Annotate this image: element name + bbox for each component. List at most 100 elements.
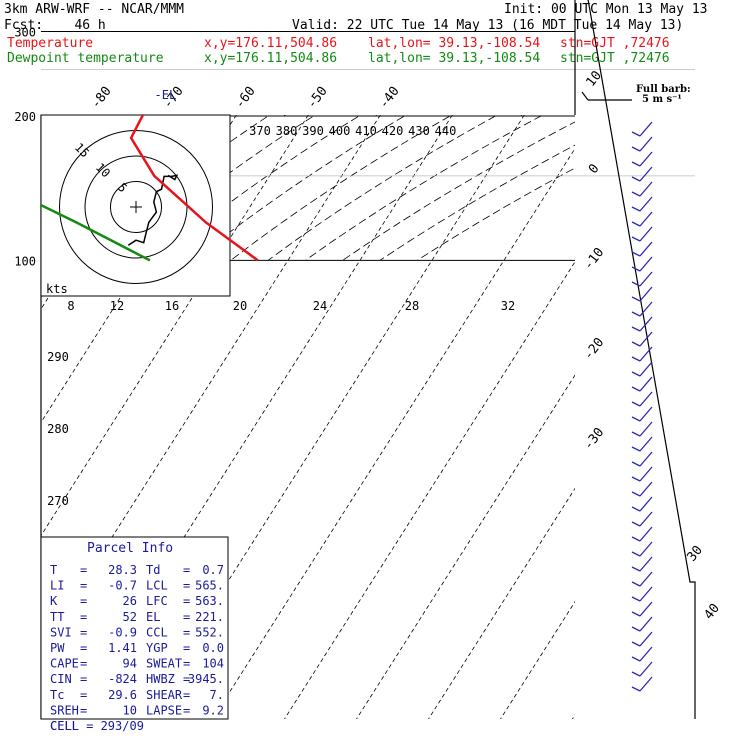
wind-barb-flag — [631, 476, 641, 482]
wind-barb-flag — [631, 191, 641, 197]
parcel-eq-2: = — [183, 610, 190, 624]
wind-barb — [639, 556, 653, 572]
moist-adiabat-line — [521, 115, 523, 117]
theta-left-label: 270 — [47, 494, 69, 508]
wind-barb — [639, 631, 653, 647]
wind-barb — [639, 361, 653, 377]
parcel-label-2: EL — [146, 610, 160, 624]
hodograph-tick-label: 20 — [233, 299, 247, 313]
barb-scale-flag — [581, 91, 589, 101]
isotherm-line — [0, 115, 20, 719]
temperature-latlon: lat,lon= 39.13,-108.54 — [368, 36, 541, 51]
parcel-eq-2: = — [183, 641, 190, 655]
level-marker: -EL — [155, 88, 177, 102]
wind-barb-flag — [631, 431, 641, 437]
legend-dewpoint: Dewpoint temperature — [7, 51, 164, 66]
temperature-profile — [129, 115, 259, 262]
wind-barb-flag — [631, 671, 641, 677]
isotherm-line — [428, 487, 575, 719]
parcel-label-2: LAPSE — [146, 703, 182, 717]
wind-barb — [639, 421, 653, 437]
wind-barb — [639, 586, 653, 602]
wind-barb — [639, 286, 653, 302]
theta-label: 420 — [382, 124, 404, 138]
isotherm-line — [572, 714, 575, 719]
hodograph-tick-label: 16 — [165, 299, 179, 313]
parcel-label: K — [50, 594, 58, 608]
parcel-value: -0.9 — [108, 625, 137, 639]
wind-barb-flag — [631, 296, 641, 302]
theta-label: 370 — [249, 124, 271, 138]
dry-adiabat-line — [416, 167, 575, 261]
wind-barb-flag — [631, 446, 641, 452]
parcel-value: 1.41 — [108, 641, 137, 655]
wind-barb-flag — [631, 686, 641, 692]
parcel-label-2: YGP — [146, 641, 168, 655]
wind-barb — [639, 166, 653, 182]
parcel-info-panel: Parcel Info T = 28.3 Td = 0.7 LI = -0.7 LCL = 565. K =… — [40, 536, 229, 733]
wind-barb-flag — [631, 641, 641, 647]
wind-barb-flag — [631, 656, 641, 662]
wind-barb-flag — [631, 236, 641, 242]
wind-barb — [639, 601, 653, 617]
moist-adiabats — [51, 115, 523, 117]
wind-barb-flag — [631, 161, 641, 167]
parcel-value: -824 — [108, 672, 137, 686]
hodograph-tick-label: 24 — [313, 299, 327, 313]
wind-barb — [639, 541, 653, 557]
dewpoint-station: stn=GJT ,72476 — [560, 51, 670, 66]
isotherm-label: 10 — [584, 68, 605, 90]
wind-barb — [639, 211, 653, 227]
parcel-label: CAPE — [50, 657, 79, 671]
wind-barb-flag — [631, 251, 641, 257]
pressure-tick-label: 300 — [14, 25, 36, 39]
isotherm-line — [644, 115, 740, 719]
theta-label: 400 — [329, 124, 351, 138]
wind-barb-flag — [631, 356, 641, 362]
theta-label: 430 — [408, 124, 430, 138]
isotherm-label: -20 — [581, 335, 607, 363]
wind-barb — [639, 196, 653, 212]
parcel-eq: = — [80, 594, 87, 608]
isotherm-label: -50 — [304, 84, 330, 112]
parcel-eq: = — [80, 688, 87, 702]
plot-right-border-lower — [587, 0, 696, 719]
isotherm-label: -30 — [581, 425, 607, 453]
wind-barb — [639, 661, 653, 677]
wind-barb-flag — [631, 506, 641, 512]
parcel-eq-2: = — [183, 703, 190, 717]
parcel-label-2: SHEAR — [146, 688, 183, 702]
parcel-eq-2: = — [183, 672, 190, 686]
wind-barb — [639, 331, 653, 347]
wind-barb — [639, 271, 653, 287]
parcel-value: 52 — [123, 610, 137, 624]
wind-barb-flag — [631, 326, 641, 332]
isotherm-label: -60 — [232, 84, 258, 112]
isotherm-line — [284, 261, 575, 719]
parcel-eq-2: = — [183, 657, 190, 671]
isotherm-line — [212, 147, 575, 719]
pressure-tick-label: 100 — [14, 254, 36, 268]
wind-barb — [639, 436, 653, 452]
parcel-label-2: SWEAT — [146, 657, 182, 671]
isotherm-line — [356, 374, 575, 719]
wind-barb — [639, 616, 653, 632]
parcel-eq: = — [80, 641, 87, 655]
parcel-eq: = — [80, 579, 87, 593]
theta-left-label: 280 — [47, 422, 69, 436]
wind-barb — [639, 451, 653, 467]
parcel-value-2: 552. — [195, 625, 224, 639]
parcel-label-2: LFC — [146, 594, 168, 608]
wind-barb-flag — [631, 521, 641, 527]
wind-barb — [639, 136, 653, 152]
wind-barb-flag — [631, 491, 641, 497]
theta-label: 410 — [355, 124, 377, 138]
parcel-eq-2: = — [183, 594, 190, 608]
wind-barb — [639, 646, 653, 662]
moist-adiabat-line — [455, 115, 458, 117]
parcel-value-2: 0.7 — [202, 563, 224, 577]
wind-barb — [639, 481, 653, 497]
wind-barb — [639, 301, 653, 317]
wind-barb — [639, 406, 653, 422]
